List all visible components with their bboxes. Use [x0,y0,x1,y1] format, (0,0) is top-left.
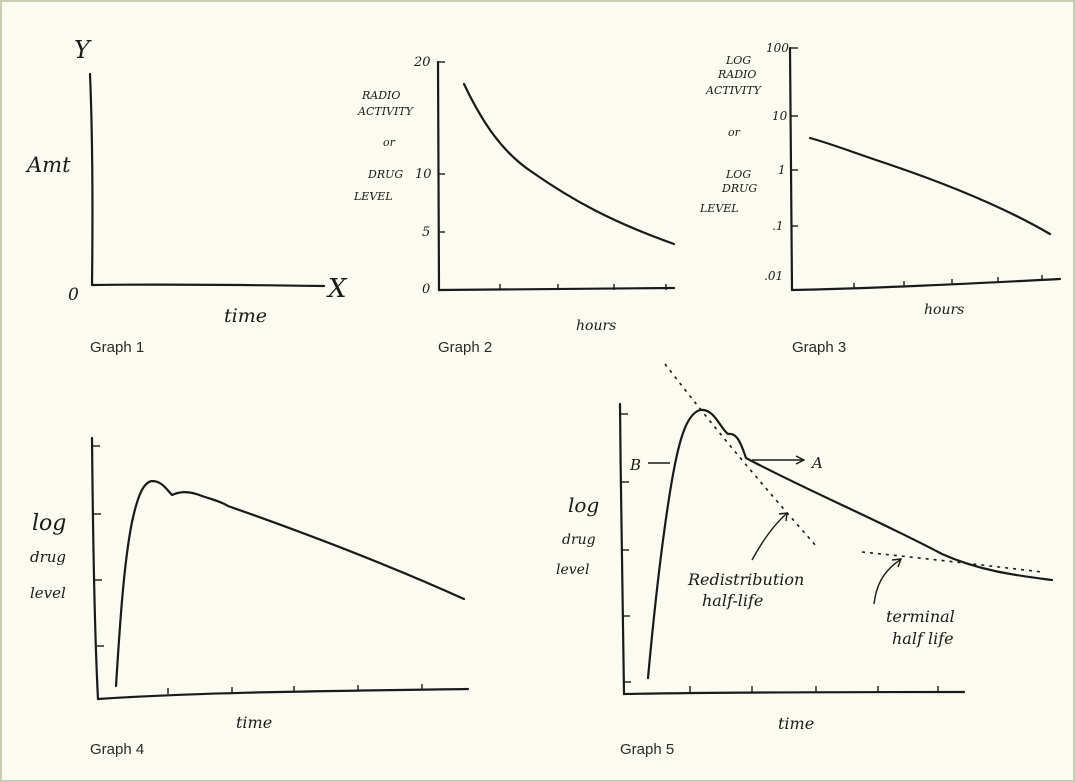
graph2-x-axis [437,286,676,292]
graph-4: log drug level time Graph 4 [30,436,470,758]
graph4-y-axis [90,436,100,701]
graph3-x-axis [790,277,1062,292]
graph3-x-label: hours [924,302,964,318]
graph4-caption: Graph 4 [90,741,144,758]
graph3-tick-1: 1 [778,163,786,177]
graph5-ylabel-line2: drug [562,532,596,548]
graph-1: Y X Amt 0 time Graph 1 [25,36,348,356]
graph4-ylabel-line2: drug [30,548,66,566]
graph2-y-axis [436,60,441,292]
graph5-x-axis [622,690,966,696]
graph2-decay-curve [462,82,676,246]
graph5-terminal-arrow [873,558,903,605]
graph5-redistribution-line1: Redistribution [687,570,804,589]
graph4-x-axis [96,687,470,701]
graph2-tick-0: 0 [422,282,430,297]
graph1-caption: Graph 1 [90,339,144,356]
graph-5: B A log drug level Redistribution half-l… [556,363,1054,758]
graph5-marker-right-line [752,455,806,465]
graph4-x-label: time [236,713,272,732]
graph2-ylabel-line2: ACTIVITY [357,105,415,118]
graph5-terminal-line2: half life [892,629,954,648]
graph5-redistribution-arrow [751,512,788,561]
graph3-ylabel-line6: DRUG [721,182,757,195]
graph4-ylabel-line1: log [32,511,66,536]
graph3-tick-marks [790,47,1043,289]
graph4-drug-curve [114,479,466,688]
graph-3: 100 10 1 .1 .01 LOG RADIO ACTIVITY or LO… [699,41,1062,356]
graph3-ylabel-line4: or [728,126,741,139]
graph1-y-label: Amt [25,153,71,177]
graph5-terminal-tangent [861,551,1043,573]
graph2-caption: Graph 2 [438,339,492,356]
graph5-y-axis [618,402,626,696]
graph2-tick-marks [438,61,667,290]
graph3-ylabel-line2: RADIO [717,68,756,81]
graph2-tick-10: 10 [415,167,432,182]
graph2-ylabel-line3: or [383,136,396,149]
graph3-tick-point1: .1 [772,219,783,233]
graph5-x-label: time [778,714,814,733]
graph5-ylabel-line3: level [556,562,589,578]
graph5-tick-marks [621,413,939,692]
graph1-origin-label: 0 [68,285,79,305]
graph2-tick-20: 20 [413,55,431,70]
graph5-terminal-line1: terminal [886,607,955,626]
graph2-x-label: hours [576,318,616,334]
graph5-redistribution-tangent [664,363,818,548]
graph1-x-axis [90,283,326,288]
graph3-tick-100: 100 [766,41,789,55]
graph4-ylabel-line3: level [30,584,66,602]
graph5-drug-curve [646,408,1054,680]
graph3-ylabel-line1: LOG [725,54,751,67]
graph4-tick-marks [93,445,423,694]
graph1-y-letter: Y [74,36,92,64]
graph3-caption: Graph 3 [792,339,846,356]
graph3-ylabel-line3: ACTIVITY [705,84,763,97]
graph2-ylabel-line5: LEVEL [353,190,393,203]
graph3-y-axis [788,46,794,292]
graph3-log-line [808,136,1052,236]
graph1-x-letter: X [326,274,348,304]
graph2-tick-5: 5 [422,225,430,240]
graph3-ylabel-line7: LEVEL [699,202,739,215]
graph5-marker-right: A [810,454,823,472]
graph3-ylabel-line5: LOG [725,168,751,181]
graph1-y-axis [88,72,94,287]
graph5-redistribution-line2: half-life [702,591,763,610]
graph3-tick-point01: .01 [764,269,783,283]
graph2-ylabel-line1: RADIO [361,89,400,102]
graph5-caption: Graph 5 [620,741,674,758]
graph1-x-label: time [224,305,267,327]
graph5-marker-left: B [629,456,641,474]
graph3-tick-10: 10 [772,109,788,123]
graph5-ylabel-line1: log [568,493,599,517]
graph-2: 20 10 5 0 RADIO ACTIVITY or DRUG LEVEL h… [353,55,676,356]
graph2-ylabel-line4: DRUG [367,168,403,181]
